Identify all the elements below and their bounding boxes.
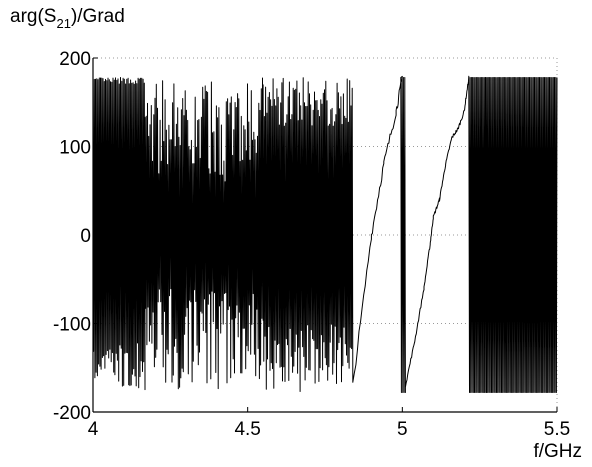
series-line	[92, 75, 558, 393]
y-axis-title: arg(S21)/Grad	[10, 6, 125, 31]
y-axis-title-sub: 21	[56, 16, 70, 31]
x-axis-ticks: 4 4.5 5 5.5	[88, 407, 570, 440]
x-axis-title: f/GHz	[533, 441, 582, 462]
y-tick-label: 100	[59, 138, 91, 159]
y-tick-label: -200	[53, 403, 91, 424]
y-axis-ticks: 200 100 0 -100 -200	[53, 49, 98, 424]
y-tick-label: 0	[80, 226, 91, 247]
x-tick-label: 4	[88, 419, 99, 440]
x-tick-label: 4.5	[234, 419, 260, 440]
y-tick-label: -100	[53, 315, 91, 336]
x-tick-label: 5	[397, 419, 408, 440]
x-tick-label: 5.5	[544, 419, 570, 440]
y-axis-title-tail: )/Grad	[71, 6, 125, 27]
series-path	[92, 75, 558, 393]
y-tick-label: 200	[59, 49, 91, 70]
y-axis-title-base: arg(S	[10, 6, 56, 27]
